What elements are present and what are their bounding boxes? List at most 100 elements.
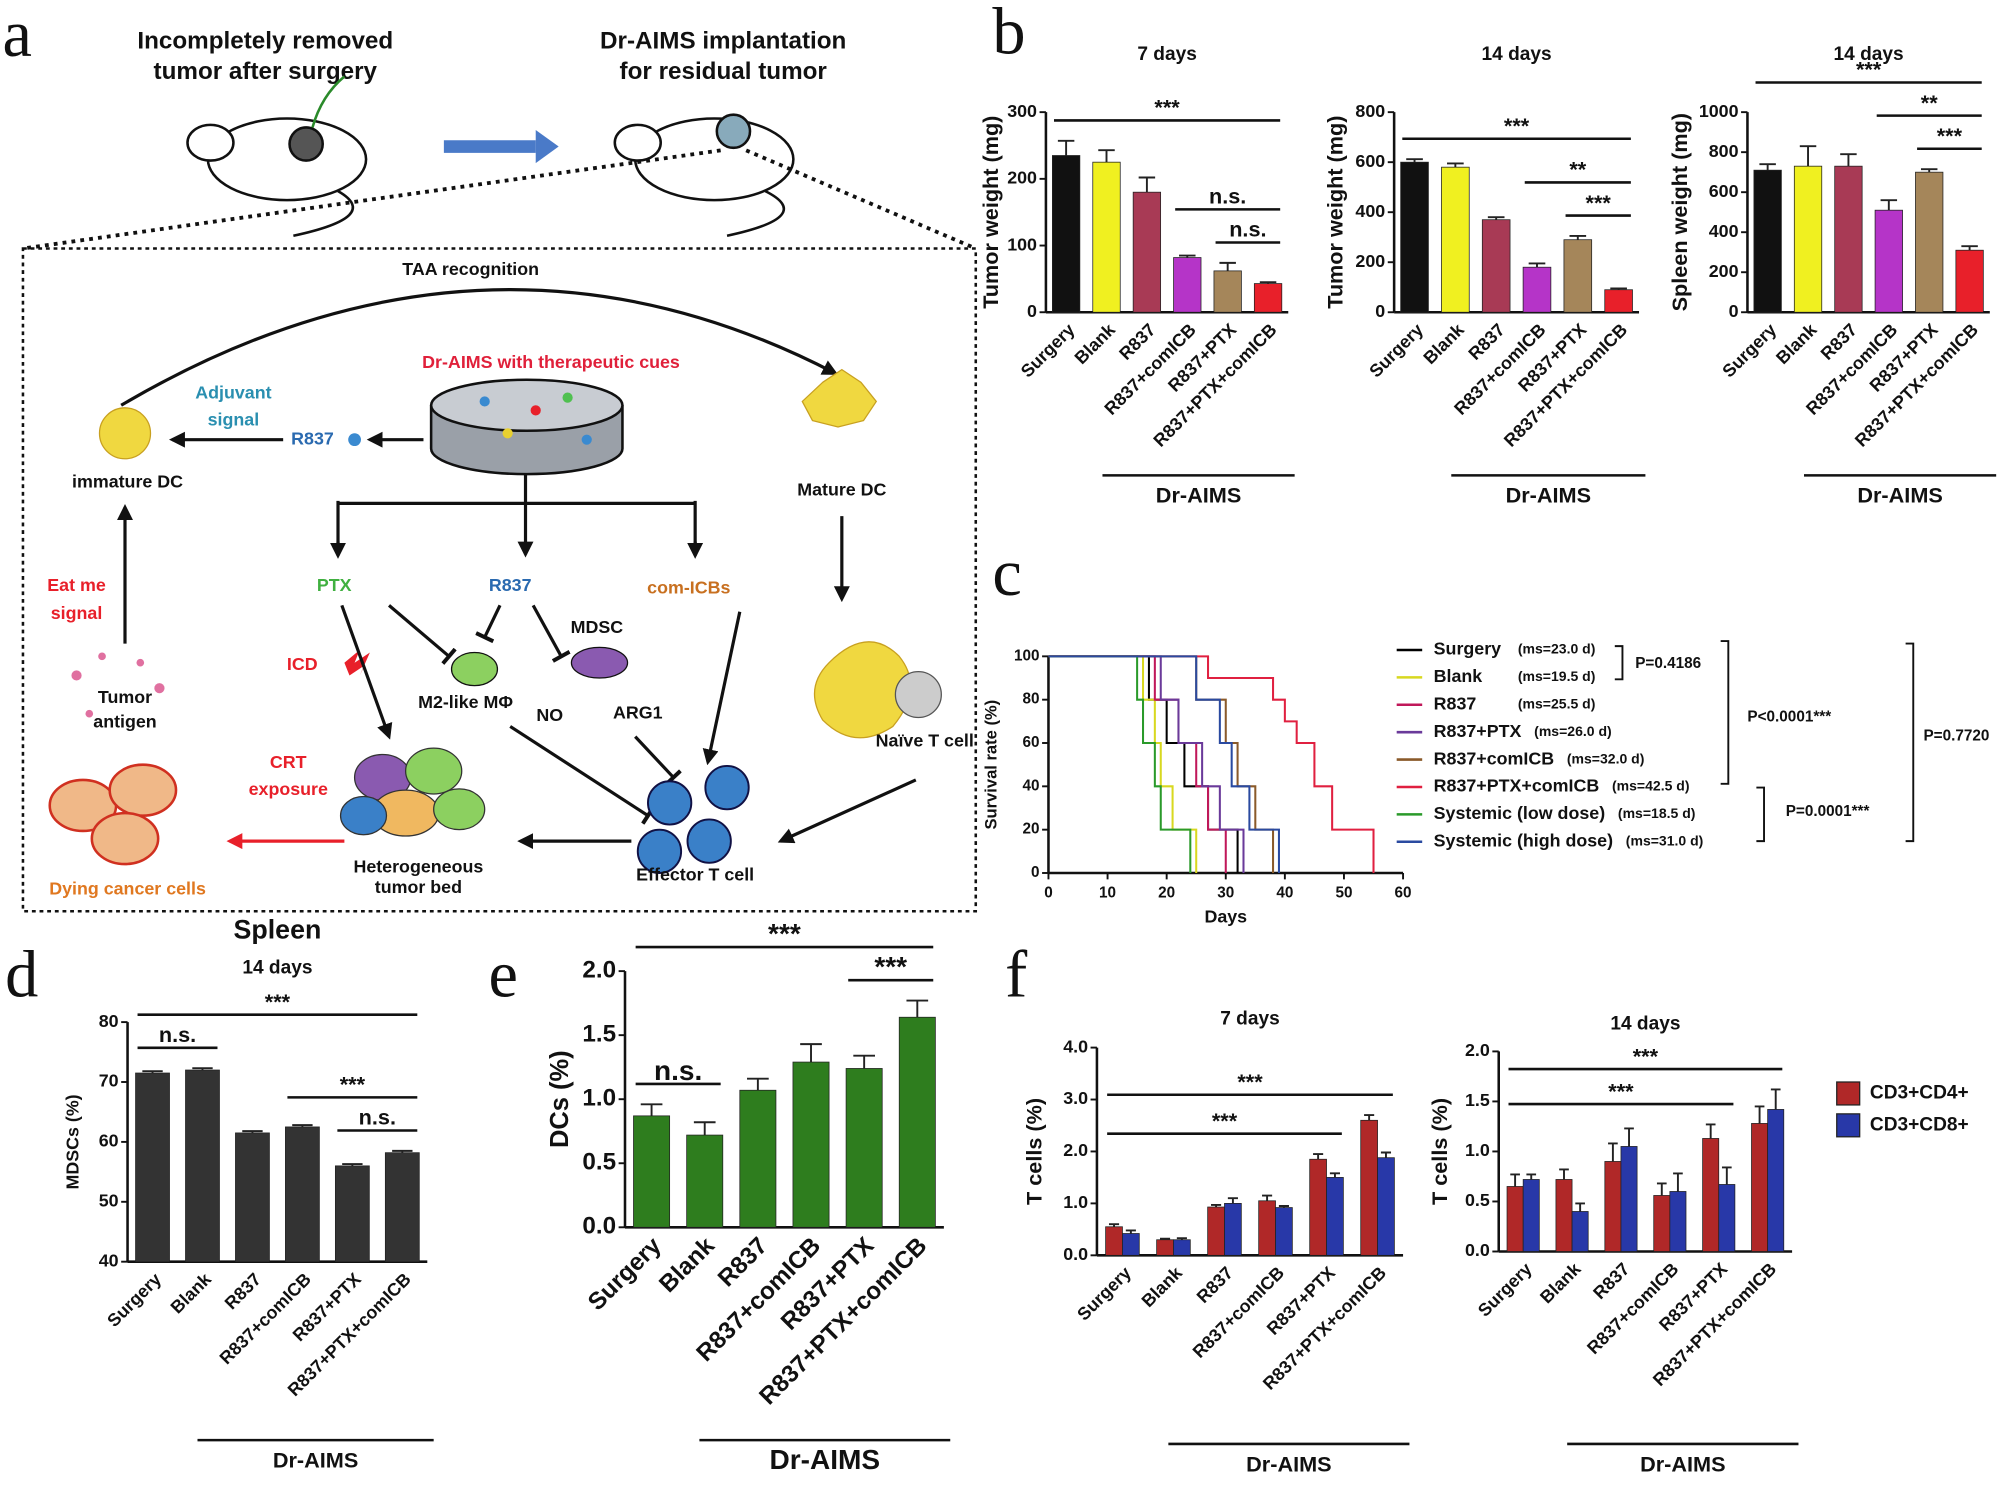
chart-suptitle: Spleen <box>234 915 322 945</box>
y-tick-label: 1.5 <box>582 1021 616 1048</box>
bar <box>1563 239 1593 313</box>
error-bar <box>392 1149 413 1153</box>
legend-note: (ms=26.0 d) <box>1534 723 1612 739</box>
x-tick-label: 30 <box>1217 884 1234 901</box>
x-tick-label: Blank <box>167 1269 216 1318</box>
legend-label: R837 <box>1434 693 1477 713</box>
error-bar <box>1673 1172 1683 1192</box>
y-tick-label: 300 <box>1007 101 1037 121</box>
y-axis-label: T cells (%) <box>1021 1098 1046 1205</box>
p-value: P=0.0001*** <box>1786 803 1870 820</box>
y-tick-label: 80 <box>99 1011 119 1031</box>
legend-label: Surgery <box>1434 639 1501 659</box>
tumor-bed <box>339 747 486 837</box>
group-label: Dr-AIMS <box>273 1448 358 1473</box>
bar <box>898 1016 936 1228</box>
group-label: Dr-AIMS <box>1156 483 1241 508</box>
x-tick-label: R837 <box>1589 1259 1633 1303</box>
panel-label: c <box>992 537 1021 610</box>
y-tick-label: 100 <box>1007 234 1037 254</box>
significance-label: *** <box>265 989 291 1014</box>
error-bar <box>800 1043 822 1063</box>
legend-note: (ms=42.5 d) <box>1612 778 1690 794</box>
label: Tumor <box>98 687 152 707</box>
legend-note: (ms=32.0 d) <box>1567 750 1645 766</box>
bar <box>1213 270 1242 313</box>
bar <box>1571 1211 1589 1252</box>
label: ARG1 <box>613 702 663 722</box>
significance-label: *** <box>1154 95 1180 120</box>
error-bar <box>1656 1182 1667 1196</box>
error-bar <box>1759 163 1776 171</box>
x-tick-label: Blank <box>654 1232 720 1298</box>
inhibit <box>509 725 655 825</box>
label: NO <box>536 705 563 725</box>
y-tick-label: 200 <box>1355 251 1385 271</box>
legend-note: (ms=19.5 d) <box>1518 668 1596 684</box>
bar <box>1173 257 1202 313</box>
error-bar <box>342 1163 363 1166</box>
legend-note: (ms=18.5 d) <box>1618 805 1696 821</box>
significance-label: *** <box>1608 1078 1634 1103</box>
significance-label: n.s. <box>1209 184 1246 209</box>
y-tick-label: 2.0 <box>582 957 616 984</box>
bar <box>1555 1179 1573 1252</box>
y-tick-label: 200 <box>1007 168 1037 188</box>
significance-label: ** <box>1921 90 1938 115</box>
error-bar <box>1125 1229 1136 1234</box>
y-tick-label: 60 <box>99 1131 119 1151</box>
scaffold <box>429 378 624 476</box>
error-bar <box>1608 1142 1618 1162</box>
x-tick-label: R837 <box>221 1269 265 1313</box>
y-tick-label: 0 <box>1031 864 1040 881</box>
label: Heterogeneous <box>353 857 483 877</box>
bar <box>1173 1239 1191 1256</box>
label: exposure <box>249 779 328 799</box>
error-bar <box>1098 149 1115 163</box>
error-bar <box>242 1130 263 1133</box>
label: MDSC <box>571 617 624 637</box>
significance-label: *** <box>1586 190 1612 215</box>
y-tick-label: 400 <box>1709 221 1739 241</box>
x-tick-label: Blank <box>1419 320 1468 369</box>
legend-label: CD3+CD4+ <box>1870 1083 1969 1104</box>
chart-title: 14 days <box>1482 44 1552 65</box>
survival-line <box>1048 655 1280 873</box>
bar <box>739 1089 777 1228</box>
x-tick-label: Blank <box>1772 320 1821 369</box>
zoom-box <box>21 247 978 913</box>
bracket <box>1614 645 1624 681</box>
error-bar <box>1329 1172 1340 1178</box>
antigen <box>71 652 165 718</box>
error-bar <box>1624 1127 1634 1147</box>
y-tick-label: 1.5 <box>1465 1090 1490 1110</box>
x-tick-label: R837 <box>1193 1263 1237 1307</box>
error-bar <box>1528 262 1546 268</box>
y-tick-label: 0 <box>1729 301 1739 321</box>
x-tick-label: Blank <box>1138 1263 1187 1312</box>
inhibit <box>475 604 502 644</box>
cell <box>894 670 942 719</box>
label: PTX <box>317 575 352 595</box>
p-value: P=0.7720 <box>1923 728 1989 745</box>
y-tick-label: 200 <box>1709 261 1739 281</box>
bracket <box>1756 786 1765 843</box>
cell <box>801 368 878 428</box>
y-tick-label: 0.0 <box>1063 1244 1088 1264</box>
label: Eat me <box>47 575 106 595</box>
bar <box>1360 1119 1378 1256</box>
bar <box>1481 219 1511 313</box>
legend-swatch <box>1836 1081 1861 1106</box>
survival-line <box>1048 655 1245 873</box>
bar <box>1834 165 1863 313</box>
legend-swatch <box>1836 1113 1861 1138</box>
y-tick-label: 1000 <box>1699 101 1739 121</box>
cell <box>813 641 912 739</box>
y-axis-label: Survival rate (%) <box>982 700 1001 830</box>
bar <box>1751 1123 1769 1252</box>
error-bar <box>747 1077 769 1091</box>
significance-label: *** <box>874 951 907 982</box>
bar <box>1253 283 1283 313</box>
significance-label: *** <box>1856 57 1882 82</box>
error-bar <box>1211 1203 1222 1208</box>
